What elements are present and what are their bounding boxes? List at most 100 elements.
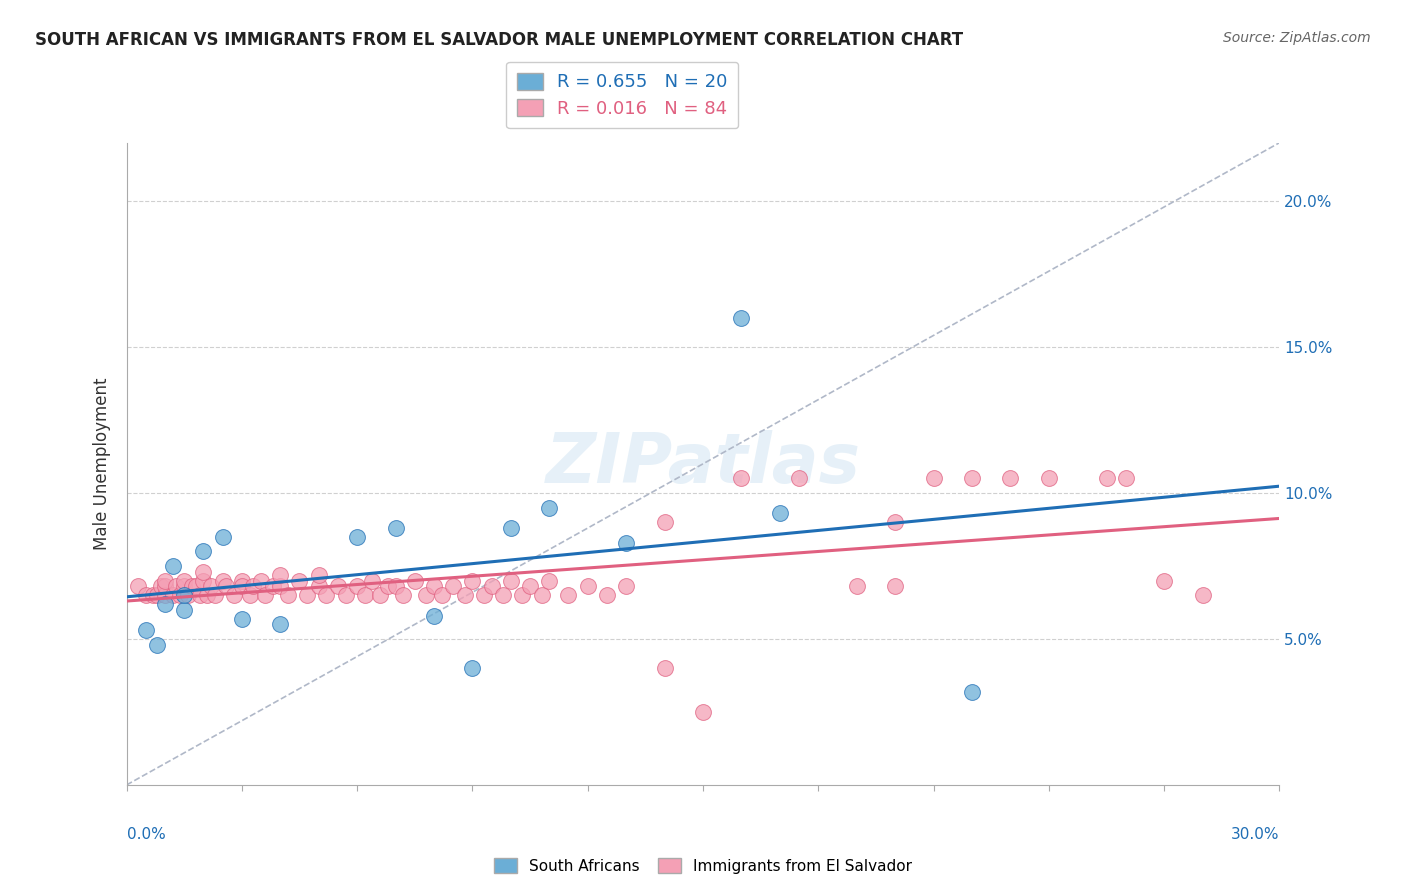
Point xyxy=(884,579,907,593)
Point xyxy=(173,603,195,617)
Point xyxy=(193,565,215,579)
Point xyxy=(169,588,191,602)
Point xyxy=(1000,471,1022,485)
Point xyxy=(1191,588,1213,602)
Point xyxy=(253,588,276,602)
Point xyxy=(215,579,238,593)
Point xyxy=(404,574,426,588)
Point xyxy=(499,521,522,535)
Point xyxy=(150,579,173,593)
Point xyxy=(922,471,945,485)
Point xyxy=(1038,471,1060,485)
Point xyxy=(231,579,253,593)
Point xyxy=(454,588,477,602)
Point xyxy=(135,624,157,638)
Point xyxy=(269,617,291,632)
Point xyxy=(262,579,284,593)
Point xyxy=(242,579,264,593)
Point xyxy=(326,579,349,593)
Point xyxy=(472,588,495,602)
Point xyxy=(146,588,169,602)
Point xyxy=(288,574,311,588)
Point xyxy=(346,530,368,544)
Point xyxy=(361,574,384,588)
Point xyxy=(530,588,553,602)
Text: 30.0%: 30.0% xyxy=(1232,827,1279,841)
Point xyxy=(576,579,599,593)
Legend: South Africans, Immigrants from El Salvador: South Africans, Immigrants from El Salva… xyxy=(488,852,918,880)
Point xyxy=(315,588,337,602)
Point xyxy=(162,559,184,574)
Legend: R = 0.655   N = 20, R = 0.016   N = 84: R = 0.655 N = 20, R = 0.016 N = 84 xyxy=(506,62,738,128)
Point xyxy=(614,535,637,549)
Point xyxy=(231,611,253,625)
Point xyxy=(146,638,169,652)
Point xyxy=(960,684,983,698)
Point xyxy=(180,579,202,593)
Point xyxy=(423,608,446,623)
Point xyxy=(204,588,226,602)
Point xyxy=(481,579,503,593)
Point xyxy=(295,588,318,602)
Point xyxy=(392,588,415,602)
Point xyxy=(224,588,246,602)
Point xyxy=(787,471,810,485)
Point xyxy=(423,579,446,593)
Text: SOUTH AFRICAN VS IMMIGRANTS FROM EL SALVADOR MALE UNEMPLOYMENT CORRELATION CHART: SOUTH AFRICAN VS IMMIGRANTS FROM EL SALV… xyxy=(35,31,963,49)
Point xyxy=(769,507,792,521)
Point xyxy=(166,579,188,593)
Point xyxy=(654,515,676,529)
Point xyxy=(188,588,211,602)
Point xyxy=(557,588,579,602)
Point xyxy=(1153,574,1175,588)
Point xyxy=(730,471,752,485)
Y-axis label: Male Unemployment: Male Unemployment xyxy=(93,377,111,550)
Point xyxy=(269,567,291,582)
Point xyxy=(173,588,195,602)
Point xyxy=(692,705,714,719)
Point xyxy=(368,588,391,602)
Point xyxy=(384,521,406,535)
Point xyxy=(499,574,522,588)
Text: Source: ZipAtlas.com: Source: ZipAtlas.com xyxy=(1223,31,1371,45)
Point xyxy=(884,515,907,529)
Point xyxy=(238,588,260,602)
Point xyxy=(153,579,176,593)
Text: 0.0%: 0.0% xyxy=(127,827,166,841)
Point xyxy=(308,579,330,593)
Point xyxy=(269,579,291,593)
Point xyxy=(519,579,541,593)
Point xyxy=(211,530,233,544)
Point xyxy=(377,579,399,593)
Point xyxy=(384,579,406,593)
Point xyxy=(538,574,561,588)
Point xyxy=(461,574,484,588)
Point xyxy=(492,588,515,602)
Point xyxy=(277,588,299,602)
Point xyxy=(142,588,165,602)
Point xyxy=(461,661,484,675)
Point xyxy=(177,588,200,602)
Point xyxy=(193,544,215,558)
Point xyxy=(184,579,207,593)
Point xyxy=(346,579,368,593)
Point xyxy=(512,588,534,602)
Point xyxy=(173,579,195,593)
Point xyxy=(200,579,222,593)
Point xyxy=(335,588,357,602)
Point xyxy=(250,574,273,588)
Point xyxy=(441,579,464,593)
Point xyxy=(730,310,752,325)
Point xyxy=(1115,471,1137,485)
Point xyxy=(654,661,676,675)
Point xyxy=(430,588,453,602)
Point xyxy=(845,579,868,593)
Point xyxy=(960,471,983,485)
Point xyxy=(162,588,184,602)
Point xyxy=(153,574,176,588)
Point xyxy=(153,588,176,602)
Point xyxy=(353,588,375,602)
Point xyxy=(193,574,215,588)
Point xyxy=(231,574,253,588)
Point xyxy=(614,579,637,593)
